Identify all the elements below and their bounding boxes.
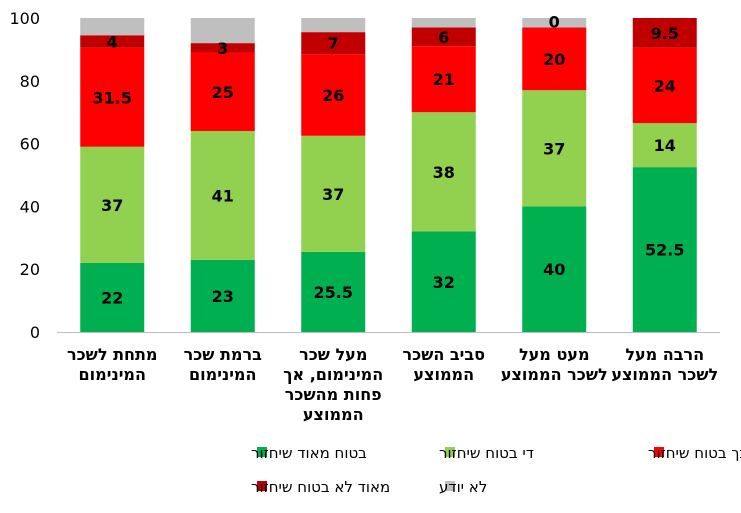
data-label: 26: [322, 86, 344, 105]
data-label: 31.5: [93, 88, 132, 107]
data-label: 21: [433, 70, 455, 89]
y-axis: 0 20 40 60 80 100: [9, 9, 40, 342]
legend-label: די בטוח שיחזור: [439, 444, 534, 462]
data-labels: 22 37 31.5 4 23 41 25 3 25.5 37 26 7 32 38 21 6 40 37 20 0 5…: [93, 12, 685, 307]
legend-label: מאוד לא בטוח שיחזור: [251, 478, 390, 496]
data-label: 7: [328, 34, 339, 53]
y-tick-label: 80: [20, 72, 40, 91]
bar-segment: [80, 146, 145, 263]
bar-segment: [301, 32, 366, 55]
bar-segment: [411, 18, 476, 28]
category-label: הרבה מעל לשכר הממוצע: [611, 345, 718, 384]
bar-segment: [632, 167, 697, 332]
legend-item: לא יודע: [439, 478, 487, 496]
bar-segment: [301, 54, 366, 136]
data-label: 52.5: [645, 241, 684, 260]
bar-segment: [190, 43, 255, 53]
bar-segment: [190, 52, 255, 132]
legend-item: די בטוח שיחזור: [439, 444, 534, 462]
data-label: 24: [654, 77, 676, 96]
bar-segment: [411, 231, 476, 332]
legend-swatch: [445, 481, 455, 491]
x-axis-categories: מתחת לשכר המינימום ברמת שכר המינימום מעל שכר…: [67, 345, 718, 424]
data-label: 38: [433, 163, 455, 182]
legend-swatch: [257, 447, 267, 457]
y-tick-label: 20: [20, 260, 40, 279]
y-tick-label: 60: [20, 135, 40, 154]
legend-swatch: [445, 447, 455, 457]
legend-swatch: [257, 481, 267, 491]
category-label: מעט מעל לשכר הממוצע: [501, 345, 608, 384]
bars: [80, 18, 697, 332]
data-label: 6: [438, 28, 449, 47]
bar-segment: [632, 123, 697, 168]
bar-segment: [632, 47, 697, 124]
data-label: 37: [322, 185, 344, 204]
bar-segment: [80, 35, 145, 48]
bar-segment: [522, 206, 587, 332]
legend-item: לא כל כך בטוח שיחזור: [648, 444, 741, 462]
data-label: 40: [543, 260, 565, 279]
bar-segment: [301, 251, 366, 332]
legend-item: בטוח מאוד שיחזור: [251, 444, 367, 462]
data-label: 25.5: [314, 283, 353, 302]
y-tick-label: 100: [9, 9, 40, 28]
category-label: מעל שכר המינימום, אך פחות מהשכר הממוצע: [283, 345, 383, 424]
bar-segment: [190, 18, 255, 44]
bar-segment: [411, 27, 476, 47]
bar-segment: [411, 112, 476, 232]
bar-segment: [522, 27, 587, 91]
legend-label: בטוח מאוד שיחזור: [251, 444, 367, 462]
bar-segment: [522, 90, 587, 207]
data-label: 20: [543, 50, 565, 69]
data-label: 9.5: [651, 24, 679, 43]
y-tick-label: 0: [30, 323, 40, 342]
bar-segment: [190, 259, 255, 332]
category-label: ברמת שכר המינימום: [184, 345, 263, 384]
data-label: 41: [212, 186, 234, 205]
bar-segment: [411, 46, 476, 113]
legend: בטוח מאוד שיחזור די בטוח שיחזור לא כל כך ב…: [251, 444, 741, 496]
bar-segment: [190, 131, 255, 260]
data-label: 32: [433, 273, 455, 292]
y-tick-label: 40: [20, 197, 40, 216]
data-label: 0: [549, 12, 560, 31]
data-label: 4: [107, 33, 118, 52]
data-label: 25: [212, 83, 234, 102]
bar-segment: [632, 18, 697, 48]
legend-label: לא כל כך בטוח שיחזור: [648, 444, 741, 462]
bar-segment: [80, 47, 145, 147]
data-label: 14: [654, 136, 676, 155]
bar-segment: [301, 18, 366, 33]
bar-segment: [522, 18, 587, 28]
bar-segment: [80, 18, 145, 36]
legend-swatch: [654, 447, 664, 457]
data-label: 22: [101, 288, 123, 307]
bar-segment: [301, 135, 366, 252]
category-label: סביב השכר הממוצע: [403, 345, 486, 384]
category-label: מתחת לשכר המינימום: [67, 345, 158, 384]
data-label: 37: [101, 196, 123, 215]
data-label: 23: [212, 287, 234, 306]
legend-item: מאוד לא בטוח שיחזור: [251, 478, 390, 496]
data-label: 3: [217, 39, 228, 58]
bar-segment: [80, 262, 145, 332]
data-label: 37: [543, 139, 565, 158]
legend-label: לא יודע: [439, 478, 487, 496]
